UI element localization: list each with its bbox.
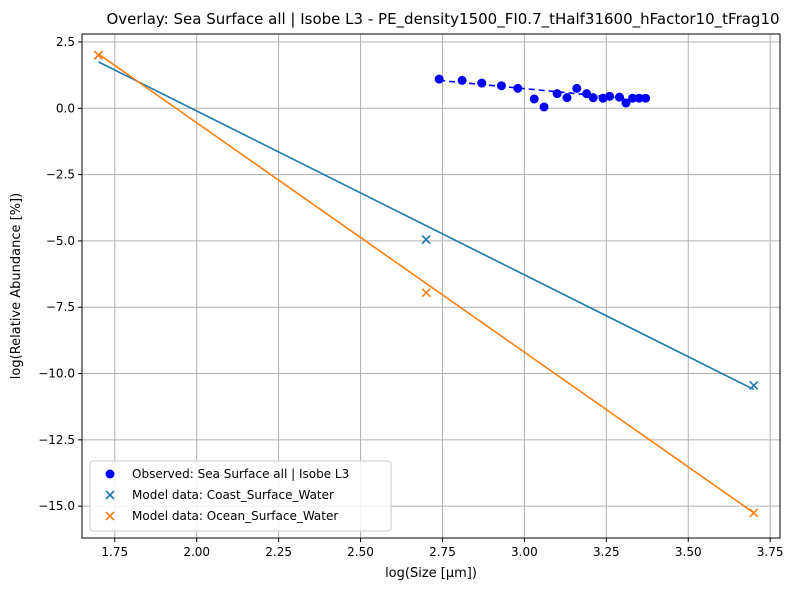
y-tick-label: −15.0 xyxy=(38,499,75,513)
data-marks xyxy=(93,50,759,518)
x-tick-label: 2.50 xyxy=(347,545,374,559)
y-axis-label: log(Relative Abundance [%]) xyxy=(9,193,24,379)
observed-point xyxy=(605,91,615,101)
y-axis: 2.5 0.0 −2.5 −5.0 −7.5 −10.0 −12.5 −15.0 xyxy=(38,35,82,513)
legend-label: Model data: Coast_Surface_Water xyxy=(132,488,334,502)
legend-marker-circle xyxy=(105,469,115,479)
x-tick-label: 3.50 xyxy=(675,545,702,559)
x-axis: 1.75 2.00 2.25 2.50 2.75 3.00 3.25 3.50 3.75 xyxy=(101,538,784,559)
chart-title: Overlay: Sea Surface all | Isobe L3 - PE… xyxy=(106,10,779,29)
observed-point xyxy=(434,74,444,84)
model-point xyxy=(421,288,431,298)
observed-point xyxy=(614,92,624,102)
observed-point xyxy=(539,102,549,112)
model-fit-line xyxy=(97,53,755,514)
legend-label: Observed: Sea Surface all | Isobe L3 xyxy=(132,467,349,481)
y-tick-label: −2.5 xyxy=(46,168,75,182)
observed-point xyxy=(496,81,506,91)
observed-point xyxy=(529,94,539,104)
x-marker-stroke xyxy=(749,508,759,518)
x-tick-label: 3.75 xyxy=(757,545,784,559)
observed-point xyxy=(628,93,638,103)
y-tick-label: 2.5 xyxy=(56,35,75,49)
model-fit-line xyxy=(98,61,755,391)
y-tick-label: −12.5 xyxy=(38,433,75,447)
legend-label: Model data: Ocean_Surface_Water xyxy=(132,509,338,523)
observed-point xyxy=(588,93,598,103)
x-marker-stroke xyxy=(421,288,431,298)
x-tick-label: 2.25 xyxy=(265,545,292,559)
observed-point xyxy=(582,89,592,99)
observed-point xyxy=(641,93,651,103)
y-tick-label: −5.0 xyxy=(46,234,75,248)
legend-marker-x xyxy=(105,490,115,500)
observed-point xyxy=(621,98,631,108)
legend-box xyxy=(89,460,392,532)
x-marker-stroke xyxy=(421,235,431,245)
observed-point xyxy=(513,83,523,93)
grid xyxy=(82,34,780,538)
y-tick-label: −10.0 xyxy=(38,367,75,381)
x-tick-label: 3.25 xyxy=(593,545,620,559)
model-point xyxy=(421,235,431,245)
x-marker-stroke xyxy=(105,490,115,500)
x-tick-label: 2.00 xyxy=(183,545,210,559)
x-tick-label: 2.75 xyxy=(429,545,456,559)
x-marker-stroke xyxy=(105,511,115,521)
x-axis-label: log(Size [µm]) xyxy=(385,566,477,581)
x-tick-label: 1.75 xyxy=(101,545,128,559)
model-point xyxy=(93,50,103,60)
observed-point xyxy=(457,75,467,85)
legend: Observed: Sea Surface all | Isobe L3 Mode… xyxy=(89,460,392,532)
observed-point xyxy=(572,83,582,93)
legend-marker-x xyxy=(105,511,115,521)
y-tick-label: 0.0 xyxy=(56,101,75,115)
observed-point xyxy=(634,93,644,103)
model-point xyxy=(749,380,759,391)
observed-point xyxy=(477,78,487,88)
y-tick-label: −7.5 xyxy=(46,300,75,314)
observed-point xyxy=(552,89,562,99)
model-point xyxy=(749,508,759,518)
observed-fit-line xyxy=(439,79,646,102)
x-marker-stroke xyxy=(93,50,103,60)
x-tick-label: 3.00 xyxy=(511,545,538,559)
observed-point xyxy=(562,93,572,103)
plot-frame xyxy=(81,33,781,539)
x-marker-stroke xyxy=(749,380,759,391)
